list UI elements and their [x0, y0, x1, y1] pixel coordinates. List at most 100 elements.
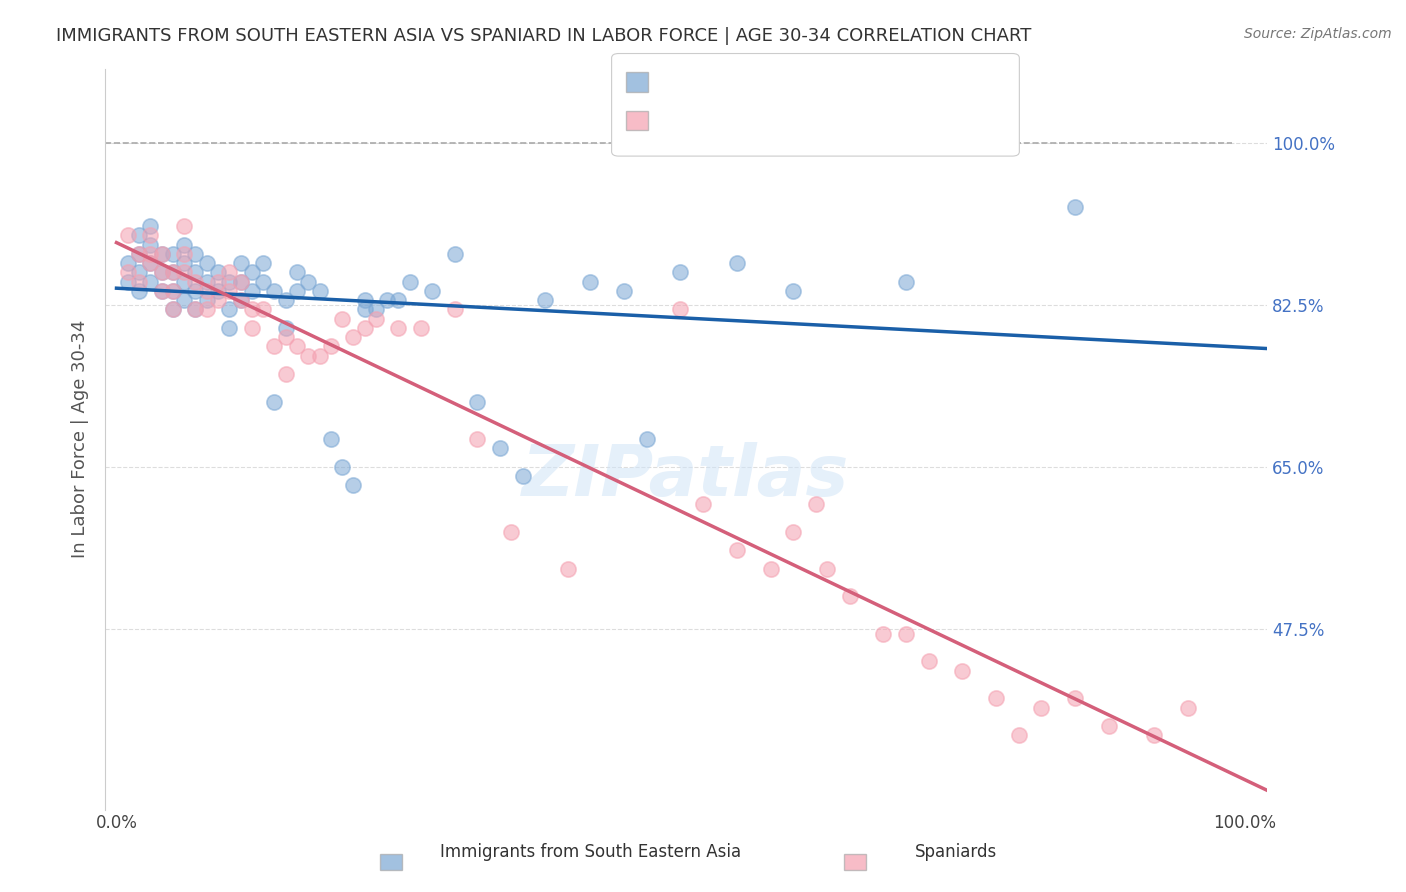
Y-axis label: In Labor Force | Age 30-34: In Labor Force | Age 30-34 [72, 320, 89, 558]
Point [184, 302, 207, 317]
Point [229, 275, 252, 289]
Point [804, 497, 827, 511]
Point [353, 302, 375, 317]
Point [534, 293, 557, 307]
Point [387, 321, 409, 335]
Point [263, 284, 285, 298]
Point [252, 302, 274, 317]
Point [297, 349, 319, 363]
Point [150, 265, 173, 279]
Point [173, 275, 195, 289]
Point [330, 311, 353, 326]
Point [512, 469, 534, 483]
Text: N =: N = [787, 116, 827, 134]
Point [128, 228, 150, 243]
Point [917, 654, 939, 668]
Point [353, 321, 375, 335]
Point [467, 432, 489, 446]
Point [838, 590, 860, 604]
Point [263, 339, 285, 353]
Point [218, 302, 240, 317]
Point [285, 284, 308, 298]
Point [285, 265, 308, 279]
Point [218, 275, 240, 289]
Point [285, 339, 308, 353]
Point [218, 284, 240, 298]
Point [387, 293, 409, 307]
Point [364, 302, 387, 317]
Text: N =: N = [787, 76, 827, 94]
Point [815, 562, 838, 576]
Point [872, 626, 894, 640]
Point [669, 302, 692, 317]
Point [240, 302, 263, 317]
Point [894, 626, 917, 640]
Point [150, 284, 173, 298]
Point [409, 321, 432, 335]
Point [229, 275, 252, 289]
Point [195, 284, 218, 298]
Point [782, 524, 804, 539]
Point [162, 265, 184, 279]
Point [173, 247, 195, 261]
Point [1031, 700, 1053, 714]
Point [184, 284, 207, 298]
Point [263, 395, 285, 409]
Point [117, 228, 139, 243]
Point [184, 247, 207, 261]
Point [207, 293, 229, 307]
Point [240, 321, 263, 335]
Point [139, 275, 162, 289]
Point [1098, 719, 1121, 733]
Point [240, 284, 263, 298]
Point [207, 284, 229, 298]
Point [342, 330, 364, 344]
Point [364, 311, 387, 326]
Point [986, 691, 1008, 706]
Text: ZIPatlas: ZIPatlas [523, 442, 849, 510]
Point [117, 275, 139, 289]
Point [195, 302, 218, 317]
Point [195, 256, 218, 270]
Text: Spaniards: Spaniards [915, 843, 997, 861]
Point [117, 265, 139, 279]
Point [162, 284, 184, 298]
Point [207, 265, 229, 279]
Text: 0.222: 0.222 [696, 116, 752, 134]
Point [173, 237, 195, 252]
Point [139, 228, 162, 243]
Point [613, 284, 636, 298]
Point [1177, 700, 1199, 714]
Point [139, 256, 162, 270]
Text: Immigrants from South Eastern Asia: Immigrants from South Eastern Asia [440, 843, 741, 861]
Point [184, 275, 207, 289]
Text: 71: 71 [837, 76, 862, 94]
Point [240, 265, 263, 279]
Point [195, 293, 218, 307]
Point [894, 275, 917, 289]
Point [150, 247, 173, 261]
Point [173, 219, 195, 233]
Point [139, 237, 162, 252]
Point [162, 302, 184, 317]
Point [207, 275, 229, 289]
Point [139, 256, 162, 270]
Point [274, 321, 297, 335]
Point [782, 284, 804, 298]
Point [308, 284, 330, 298]
Point [579, 275, 602, 289]
Point [162, 284, 184, 298]
Point [353, 293, 375, 307]
Point [1064, 691, 1087, 706]
Point [398, 275, 420, 289]
Point [195, 275, 218, 289]
Point [229, 256, 252, 270]
Text: R =: R = [654, 76, 693, 94]
Point [501, 524, 523, 539]
Text: IMMIGRANTS FROM SOUTH EASTERN ASIA VS SPANIARD IN LABOR FORCE | AGE 30-34 CORREL: IMMIGRANTS FROM SOUTH EASTERN ASIA VS SP… [56, 27, 1032, 45]
Point [950, 664, 973, 678]
Point [128, 247, 150, 261]
Point [1008, 728, 1031, 742]
Point [636, 432, 658, 446]
Point [330, 459, 353, 474]
